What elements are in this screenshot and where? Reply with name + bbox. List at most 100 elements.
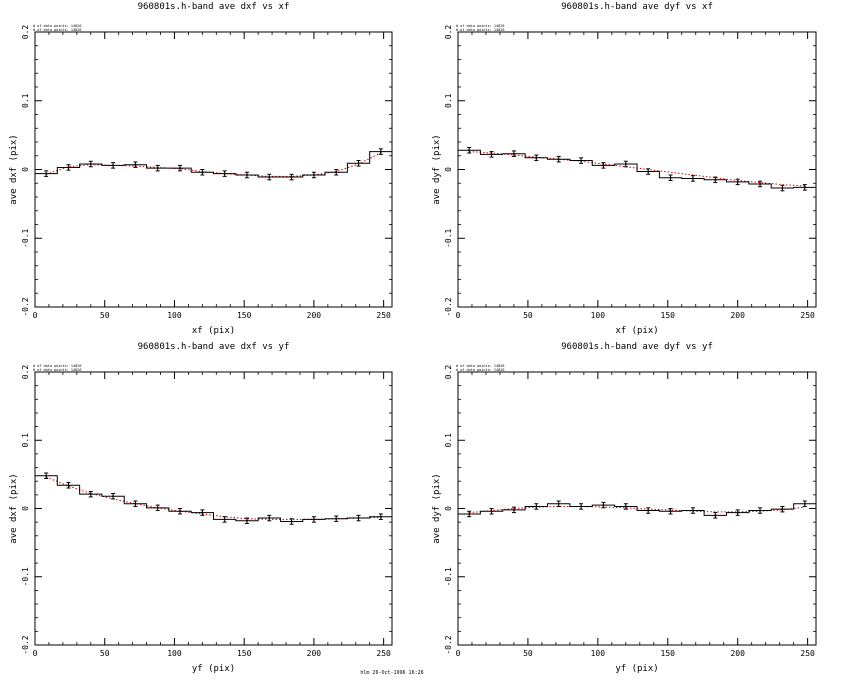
x-tick-label: 100 (591, 649, 606, 658)
data-point (290, 520, 293, 523)
data-count-note: # of data points: 14826 (33, 364, 81, 368)
x-tick-label: 0 (33, 311, 38, 320)
chart-title: 960801s.h-band ave dyf vs xf (561, 2, 713, 12)
data-point (557, 158, 560, 161)
x-axis-label: xf (pix) (192, 326, 235, 336)
data-point (557, 502, 560, 505)
x-tick-label: 200 (730, 311, 745, 320)
data-point (669, 176, 672, 179)
data-point (112, 495, 115, 498)
y-tick-label: -0.2 (21, 635, 30, 654)
y-tick-label: -0.2 (21, 297, 30, 316)
x-tick-label: 100 (167, 311, 182, 320)
data-point (223, 172, 226, 175)
data-point (379, 150, 382, 153)
data-count-note: # of data points: 14826 (33, 28, 81, 32)
data-point (803, 186, 806, 189)
data-point (67, 166, 70, 169)
x-tick-label: 50 (523, 311, 533, 320)
plot-frame (34, 371, 393, 646)
chart-title: 960801s.h-band ave dxf vs yf (138, 342, 290, 352)
data-point (490, 153, 493, 156)
y-tick-label: 0 (444, 167, 453, 172)
data-point (312, 174, 315, 176)
data-count-note: # of data points: 14826 (456, 28, 504, 32)
data-point (714, 178, 717, 181)
x-axis-label: yf (pix) (192, 664, 235, 674)
x-tick-label: 250 (800, 649, 815, 658)
data-point (67, 484, 70, 487)
data-point (736, 511, 739, 514)
data-point (602, 504, 605, 507)
chart-title: 960801s.h-band ave dxf vs xf (138, 2, 290, 12)
plot-frame (34, 31, 393, 308)
x-tick-label: 0 (456, 311, 461, 320)
data-point (535, 156, 538, 159)
y-tick-label: 0.2 (21, 25, 30, 40)
data-point (691, 509, 694, 512)
data-point (535, 505, 538, 508)
x-tick-label: 100 (167, 649, 182, 658)
y-tick-label: 0.2 (444, 365, 453, 380)
data-point (179, 510, 182, 513)
data-point (245, 174, 248, 176)
data-point (357, 162, 360, 165)
data-point (156, 506, 159, 509)
data-point (512, 508, 515, 511)
y-axis-label: ave dyf (pix) (432, 134, 442, 204)
data-point (89, 493, 92, 496)
x-tick-label: 150 (661, 311, 676, 320)
x-tick-label: 100 (591, 311, 606, 320)
data-point (714, 514, 717, 517)
y-tick-label: 0.2 (444, 25, 453, 40)
chart-title: 960801s.h-band ave dyf vs yf (561, 342, 713, 352)
data-point (781, 187, 784, 190)
data-point (647, 170, 650, 173)
data-count-note: # of data points: 14826 (33, 24, 81, 28)
y-tick-label: -0.2 (444, 297, 453, 316)
y-tick-label: 0.1 (21, 433, 30, 448)
x-tick-label: 50 (100, 311, 110, 320)
data-point (490, 510, 493, 513)
data-point (223, 518, 226, 521)
chart-panel-1: 960801s.h-band ave dxf vs xf 0 50 100 150 200… (9, 2, 393, 336)
data-point (335, 171, 338, 174)
data-point (580, 505, 583, 508)
y-axis-label: ave dyf (pix) (432, 473, 442, 543)
data-point (112, 164, 115, 167)
data-point (45, 172, 48, 175)
x-tick-label: 150 (661, 649, 676, 658)
data-point (781, 508, 784, 511)
x-tick-label: 200 (307, 311, 322, 320)
data-point (268, 517, 271, 520)
y-tick-label: 0 (21, 167, 30, 172)
data-point (45, 474, 48, 477)
data-point (624, 163, 627, 165)
data-point (201, 511, 204, 514)
data-point (512, 152, 515, 155)
data-point (624, 505, 627, 508)
data-point (468, 512, 471, 515)
data-point (468, 149, 471, 152)
x-axis-label: xf (pix) (615, 326, 658, 336)
data-point (759, 509, 762, 512)
y-tick-label: -0.1 (21, 228, 30, 247)
y-tick-label: -0.1 (21, 567, 30, 586)
histogram-step-line (35, 151, 392, 178)
x-tick-label: 50 (523, 649, 533, 658)
data-point (201, 171, 204, 174)
data-point (759, 182, 762, 185)
x-tick-label: 0 (456, 649, 461, 658)
data-point (379, 515, 382, 518)
histogram-step-line (458, 503, 816, 516)
data-point (179, 167, 182, 170)
data-point (268, 176, 271, 179)
histogram-step-line (35, 475, 392, 522)
y-tick-label: 0 (444, 506, 453, 511)
x-tick-label: 250 (376, 311, 391, 320)
y-tick-label: -0.2 (444, 635, 453, 654)
x-tick-label: 150 (237, 649, 252, 658)
x-tick-label: 150 (237, 311, 252, 320)
y-tick-label: -0.1 (444, 228, 453, 247)
